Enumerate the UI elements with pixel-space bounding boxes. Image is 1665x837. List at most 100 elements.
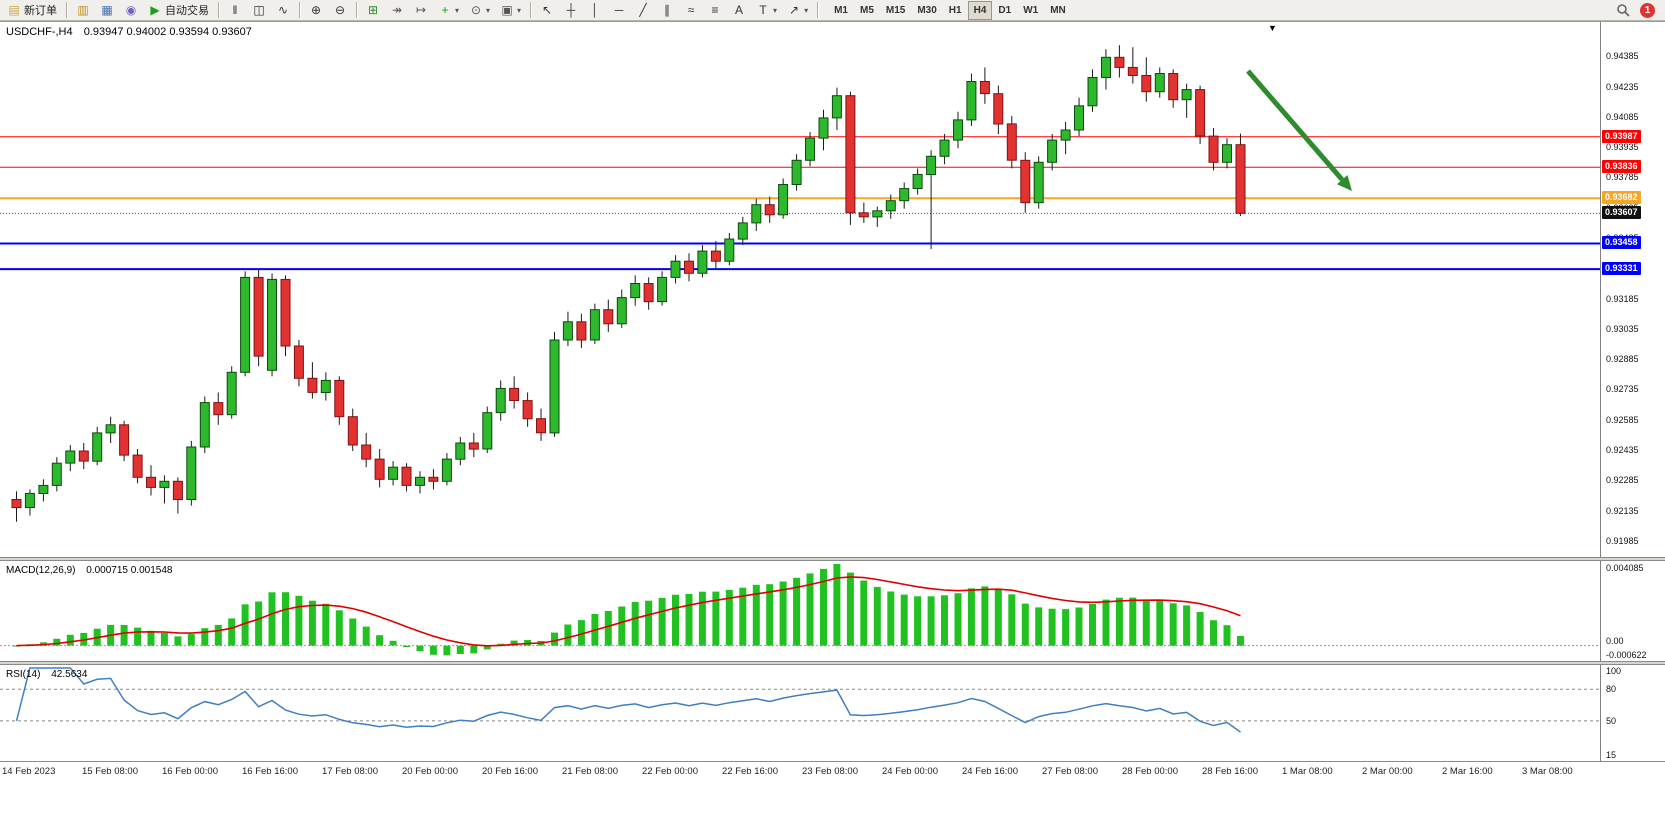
candle-bullish xyxy=(549,339,560,434)
macd-histogram-bar xyxy=(833,564,841,646)
price-chart-panel: USDCHF-,H4 0.93947 0.94002 0.93594 0.936… xyxy=(0,22,1665,557)
vertical-line-button[interactable]: │ xyxy=(583,1,607,20)
main-toolbar: ▤ 新订单 ▥ ▦ ◉ ▶ 自动交易 ‖ ◫ ∿ ⊕ ⊖ ⊞ ↠ ↦ + ▾ ⊙ ▾ ▣ ▾ ↖ ┼ │ ─ ╱ ∥ ≈ ≡ A T ▾ ↗ ▾ … xyxy=(0,0,1665,21)
candlestick-chart-button[interactable]: ◫ xyxy=(247,1,271,20)
time-label: 21 Feb 08:00 xyxy=(562,766,618,777)
chart-shift-marker[interactable]: ▼ xyxy=(1268,23,1277,33)
price-level-flag: 0.93458 xyxy=(1602,236,1641,249)
toolbar-separator xyxy=(356,2,357,18)
time-label: 17 Feb 08:00 xyxy=(322,766,378,777)
rsi-chart[interactable] xyxy=(0,665,1600,761)
price-level-flag: 0.93682 xyxy=(1602,191,1641,204)
macd-histogram-bar xyxy=(752,584,760,646)
price-tick: 0.93935 xyxy=(1606,142,1639,152)
macd-scale[interactable]: 0.004085 0.00 -0.000622 xyxy=(1600,561,1665,661)
candle-bearish xyxy=(576,321,587,341)
macd-chart[interactable] xyxy=(0,561,1600,661)
shapes-button[interactable]: ≡ xyxy=(703,1,727,20)
trend-arrow-line[interactable] xyxy=(1246,69,1345,182)
time-label: 28 Feb 16:00 xyxy=(1202,766,1258,777)
time-axis[interactable]: 14 Feb 2023 15 Feb 08:00 16 Feb 00:00 16 Fe… xyxy=(0,761,1665,781)
line-chart-button[interactable]: ∿ xyxy=(271,1,295,20)
panel-splitter[interactable] xyxy=(0,557,1665,561)
time-label: 3 Mar 08:00 xyxy=(1522,766,1573,777)
candle-bearish xyxy=(1006,123,1017,161)
horizontal-line-button[interactable]: ─ xyxy=(607,1,631,20)
candle-bearish xyxy=(1114,56,1125,68)
macd-histogram-bar xyxy=(900,594,908,646)
channel-button[interactable]: ∥ xyxy=(655,1,679,20)
macd-histogram-bar xyxy=(1115,597,1123,646)
crosshair-button[interactable]: ┼ xyxy=(559,1,583,20)
indicators-button[interactable]: + ▾ xyxy=(433,1,464,20)
timeframe-mn[interactable]: MN xyxy=(1044,1,1072,20)
timeframe-m30[interactable]: M30 xyxy=(911,1,942,20)
candle-bearish xyxy=(213,402,224,416)
label-button[interactable]: T ▾ xyxy=(751,1,782,20)
price-scale[interactable]: 0.94385 0.94235 0.94085 0.93935 0.93785 0.936… xyxy=(1600,22,1665,557)
timeframe-m15[interactable]: M15 xyxy=(880,1,911,20)
time-label: 22 Feb 00:00 xyxy=(642,766,698,777)
templates-button[interactable]: ▣ ▾ xyxy=(495,1,526,20)
text-button[interactable]: A xyxy=(727,1,751,20)
candle-bearish xyxy=(1141,75,1152,93)
candle-bullish xyxy=(1074,105,1084,131)
zoom-out-button[interactable]: ⊖ xyxy=(328,1,352,20)
new-order-button[interactable]: ▤ 新订单 xyxy=(2,1,62,20)
rsi-scale[interactable]: 100 80 50 15 xyxy=(1600,665,1665,761)
candle-bearish xyxy=(710,250,721,262)
time-label: 15 Feb 08:00 xyxy=(82,766,138,777)
candle-bullish xyxy=(159,480,170,488)
market-watch-button[interactable]: ▥ xyxy=(71,1,95,20)
cursor-button[interactable]: ↖ xyxy=(535,1,559,20)
candle-bullish xyxy=(455,442,466,460)
auto-scroll-icon: ↠ xyxy=(391,3,403,17)
trendline-button[interactable]: ╱ xyxy=(631,1,655,20)
tile-windows-button[interactable]: ⊞ xyxy=(361,1,385,20)
candle-bearish xyxy=(280,278,291,347)
indicators-icon: + xyxy=(441,3,449,17)
search-icon[interactable] xyxy=(1616,3,1630,17)
notification-badge[interactable]: 1 xyxy=(1640,2,1655,18)
macd-histogram-bar xyxy=(618,606,626,646)
price-tick: 0.93185 xyxy=(1606,294,1639,304)
arrows-button[interactable]: ↗ ▾ xyxy=(782,1,813,20)
shapes-icon: ≡ xyxy=(711,3,719,17)
timeframe-m1[interactable]: M1 xyxy=(828,1,854,20)
price-tick: 0.93035 xyxy=(1606,324,1639,334)
macd-axis-zero: 0.00 xyxy=(1606,636,1624,646)
fibonacci-button[interactable]: ≈ xyxy=(679,1,703,20)
zoom-in-button[interactable]: ⊕ xyxy=(304,1,328,20)
price-tick: 0.91985 xyxy=(1606,536,1639,546)
chart-shift-button[interactable]: ↦ xyxy=(409,1,433,20)
periods-button[interactable]: ⊙ ▾ xyxy=(464,1,495,20)
timeframe-w1[interactable]: W1 xyxy=(1017,1,1044,20)
panel-splitter[interactable] xyxy=(0,661,1665,665)
autotrading-button[interactable]: ▶ 自动交易 xyxy=(143,1,214,20)
timeframe-h1[interactable]: H1 xyxy=(943,1,968,20)
timeframe-d1[interactable]: D1 xyxy=(992,1,1017,20)
time-label: 23 Feb 08:00 xyxy=(802,766,858,777)
macd-histogram-bar xyxy=(631,602,639,646)
candle-bullish xyxy=(199,402,210,448)
candle-bullish xyxy=(240,276,251,373)
timeframe-h4[interactable]: H4 xyxy=(967,0,993,20)
macd-histogram-bar xyxy=(282,592,289,646)
candle-bearish xyxy=(643,283,654,303)
candlestick-chart[interactable] xyxy=(0,22,1600,557)
charts-button[interactable]: ▦ xyxy=(95,1,119,20)
macd-histogram-bar xyxy=(873,586,881,646)
current-price-flag: 0.93607 xyxy=(1602,206,1641,219)
candle-bearish xyxy=(253,276,264,357)
navigator-button[interactable]: ◉ xyxy=(119,1,143,20)
price-tick: 0.92435 xyxy=(1606,445,1639,455)
auto-scroll-button[interactable]: ↠ xyxy=(385,1,409,20)
timeframe-group: M1 M5 M15 M30 H1 H4 D1 W1 MN xyxy=(828,0,1072,20)
timeframe-m5[interactable]: M5 xyxy=(854,1,880,20)
bar-chart-button[interactable]: ‖ xyxy=(223,1,247,20)
candle-bearish xyxy=(522,400,533,420)
candle-bearish xyxy=(684,260,694,274)
macd-histogram-bar xyxy=(376,635,384,646)
candle-bullish xyxy=(320,379,331,393)
chevron-down-icon: ▾ xyxy=(517,5,522,15)
